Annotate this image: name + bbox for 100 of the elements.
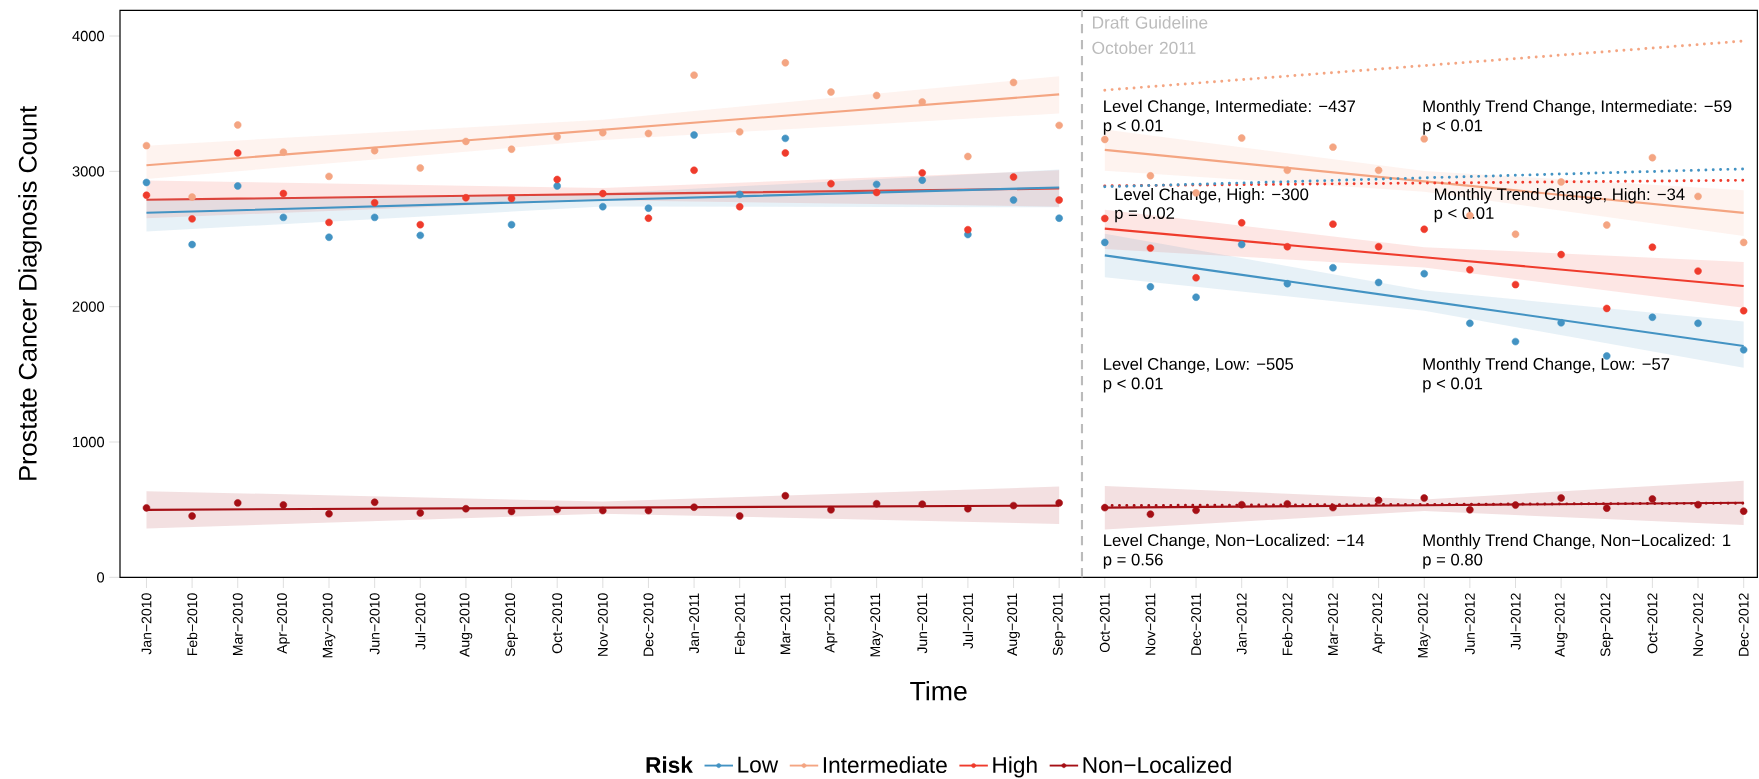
- point: [1466, 319, 1474, 328]
- point: [735, 512, 744, 520]
- point: [1146, 283, 1155, 291]
- y-tick-label: 2000: [72, 301, 105, 312]
- y-tick-label: 3000: [72, 166, 105, 177]
- point: [781, 134, 790, 143]
- annotation: p < 0.01: [1423, 377, 1483, 393]
- point: [1511, 280, 1520, 289]
- point: [1146, 172, 1155, 180]
- y-axis-title: Prostate Cancer Diagnosis Count: [18, 106, 42, 480]
- point: [1055, 499, 1063, 507]
- annotation: Monthly Trend Change, Non−Localized: 1: [1423, 533, 1731, 550]
- point: [918, 500, 926, 508]
- point: [599, 128, 607, 137]
- point: [1283, 500, 1292, 508]
- point: [735, 190, 744, 199]
- point: [234, 182, 242, 190]
- point: [325, 233, 333, 242]
- point: [872, 91, 881, 100]
- x-tick-label: Sep−2010: [505, 593, 518, 657]
- point: [370, 199, 379, 207]
- legend-title: Risk: [646, 756, 693, 774]
- point: [1146, 244, 1155, 252]
- x-tick-label: Feb−2011: [734, 593, 745, 654]
- point: [234, 121, 242, 129]
- x-tick-label: Nov−2011: [1145, 593, 1156, 655]
- annotation: p = 0.02: [1115, 207, 1175, 223]
- point: [507, 220, 516, 229]
- point: [1511, 230, 1520, 238]
- x-tick-label: Apr−2010: [277, 593, 290, 654]
- point: [416, 231, 425, 240]
- point: [279, 148, 288, 156]
- annotation: Level Change, High: −300: [1115, 187, 1309, 204]
- point: [1420, 269, 1428, 278]
- annotation: Level Change, Non−Localized: −14: [1104, 533, 1365, 550]
- x-tick-label: Jul−2012: [1510, 593, 1521, 650]
- point: [553, 505, 561, 514]
- point: [827, 179, 835, 188]
- x-tick-label: May−2011: [870, 593, 883, 657]
- point: [781, 149, 790, 157]
- point: [462, 194, 470, 202]
- point: [1329, 263, 1337, 272]
- x-tick-label: May−2012: [1417, 593, 1431, 658]
- point: [599, 189, 607, 198]
- point: [325, 218, 333, 227]
- x-tick-label: Feb−2010: [186, 593, 198, 656]
- point: [781, 59, 790, 67]
- point: [1648, 153, 1657, 162]
- x-tick-label: Mar−2011: [780, 593, 791, 654]
- x-tick-label: Feb−2012: [1282, 593, 1293, 656]
- point: [279, 189, 288, 198]
- point: [1283, 243, 1292, 251]
- annotation: p = 0.80: [1423, 553, 1483, 569]
- point: [1009, 173, 1018, 181]
- point: [1557, 319, 1565, 327]
- point: [599, 202, 607, 211]
- point: [142, 178, 151, 187]
- point: [1694, 267, 1702, 275]
- x-tick-label: Jan−2010: [141, 593, 152, 655]
- x-tick-label: Sep−2012: [1600, 593, 1614, 657]
- point: [872, 499, 881, 508]
- point: [1694, 319, 1702, 328]
- annotation: Level Change, Low: −505: [1104, 357, 1294, 374]
- x-tick-label: Apr−2012: [1372, 593, 1385, 654]
- x-tick-label: Aug−2012: [1554, 593, 1568, 657]
- point: [1237, 134, 1246, 142]
- point: [370, 146, 379, 155]
- x-tick-label: Mar−2010: [232, 593, 243, 655]
- point: [781, 492, 790, 500]
- x-tick-label: Dec−2012: [1738, 593, 1749, 656]
- point: [1192, 293, 1200, 301]
- point: [1101, 238, 1109, 247]
- point: [370, 213, 379, 222]
- x-tick-label: Oct−2011: [1099, 593, 1110, 653]
- point: [690, 131, 698, 139]
- x-tick-label: Jan−2012: [1236, 593, 1247, 655]
- point: [1283, 279, 1292, 288]
- point: [1511, 337, 1520, 346]
- annotation: p < 0.01: [1103, 377, 1163, 393]
- point: [690, 166, 698, 175]
- point: [188, 193, 196, 201]
- point: [142, 504, 151, 512]
- point: [1192, 273, 1200, 282]
- point: [1374, 243, 1383, 251]
- point: [644, 204, 653, 212]
- point: [1648, 495, 1657, 503]
- annotation: Monthly Trend Change, High: −34: [1434, 187, 1685, 204]
- point: [234, 499, 242, 507]
- point: [1055, 214, 1063, 222]
- x-tick-label: Jun−2012: [1464, 593, 1475, 655]
- point: [1739, 346, 1748, 354]
- point: [1101, 503, 1109, 512]
- point: [1648, 243, 1657, 251]
- point: [1603, 221, 1611, 229]
- annotation: Monthly Trend Change, Intermediate: −59: [1423, 99, 1732, 116]
- x-tick-label: Nov−2012: [1693, 593, 1704, 656]
- point: [1283, 166, 1292, 175]
- point: [1603, 504, 1611, 512]
- y-tick-label: 0: [97, 572, 105, 583]
- point: [188, 512, 196, 520]
